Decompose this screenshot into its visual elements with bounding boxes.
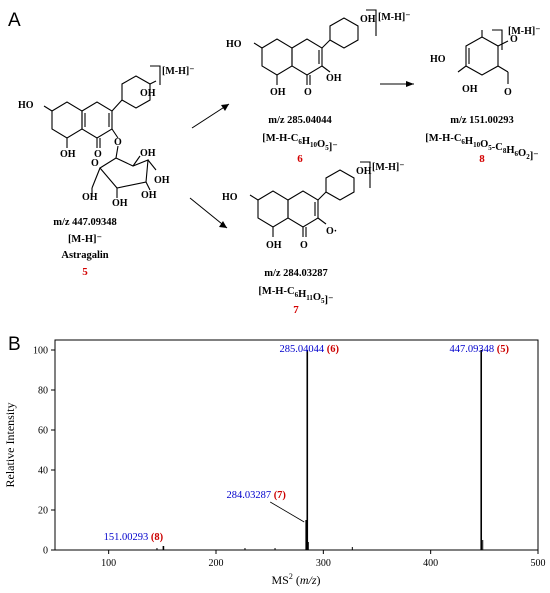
x-tick-label: 100 (101, 558, 116, 569)
x-tick-label: 500 (531, 558, 546, 569)
compound-7-number: 7 (293, 304, 299, 316)
compound-8-formula: [M-H-C6H10O5-C8H6O2]⁻ (425, 133, 538, 162)
ion-bracket (366, 9, 377, 36)
atom-ho: HO (226, 39, 242, 50)
atom-oh: OH (326, 73, 342, 84)
y-tick-label: 100 (33, 346, 48, 357)
peak-label: 447.09348 (5) (449, 344, 509, 355)
atom-ho: HO (222, 192, 238, 203)
atom-oh: OH (266, 240, 282, 251)
peak-label: 284.03287 (7) (226, 490, 286, 501)
arrow-5-to-7 (189, 197, 228, 229)
atom-oh: OH (140, 148, 156, 159)
atom-oh: OH (140, 88, 156, 99)
ion-tag: [M-H]⁻ (162, 66, 195, 77)
ion-bracket (360, 161, 371, 188)
compound-5-formula: [M-H]⁻ (68, 234, 102, 245)
compound-7-structure (249, 169, 355, 237)
atom-oh: OH (60, 149, 76, 160)
atom-oh: OH (112, 198, 128, 209)
ion-tag: [M-H]⁻ (508, 26, 541, 37)
x-tick-label: 300 (316, 558, 331, 569)
atom-oh: OH (360, 14, 376, 25)
atom-o: O (304, 87, 312, 98)
atom-o: O (300, 240, 308, 251)
ion-bracket (150, 65, 161, 85)
compound-5-name: Astragalin (61, 250, 108, 261)
compound-6-formula: [M-H-C6H10O5]⁻ (262, 133, 338, 153)
y-tick-label: 40 (38, 466, 48, 477)
compound-7-mz: m/z 284.03287 (264, 268, 328, 279)
atom-o: O (114, 137, 122, 148)
atom-oh: OH (154, 175, 170, 186)
compound-6-mz: m/z 285.04044 (268, 115, 332, 126)
arrow-5-to-6 (191, 103, 230, 129)
plot-frame (54, 339, 539, 551)
atom-oh: OH (82, 192, 98, 203)
atom-ho: HO (430, 54, 446, 65)
atom-oh: OH (141, 190, 157, 201)
compound-8-number: 8 (479, 153, 485, 165)
compound-6-structure (253, 17, 359, 85)
compound-8-structure (457, 30, 509, 84)
x-axis-label: MS2 (m/z) (271, 572, 320, 587)
atom-oh: OH (356, 166, 372, 177)
y-tick-label: 20 (38, 506, 48, 517)
atom-o: O (91, 158, 99, 169)
y-tick-label: 60 (38, 426, 48, 437)
panel-label-a: A (8, 10, 21, 31)
atom-oh: OH (462, 84, 478, 95)
y-tick-label: 80 (38, 386, 48, 397)
peak-label: 151.00293 (8) (104, 532, 164, 543)
leader-line (269, 501, 305, 523)
atom-oh: OH (270, 87, 286, 98)
peak-label: 285.04044 (6) (280, 344, 340, 355)
compound-5-number: 5 (82, 266, 88, 278)
compound-8-mz: m/z 151.00293 (450, 115, 514, 126)
ion-bracket (492, 29, 503, 50)
x-tick-label: 400 (423, 558, 438, 569)
atom-o: O (510, 34, 518, 45)
atom-o-radical: O· (326, 226, 337, 237)
compound-7-formula: [M-H-C6H11O5]⁻ (258, 286, 333, 306)
ion-tag: [M-H]⁻ (378, 12, 411, 23)
panel-label-b: B (8, 334, 21, 355)
ms2-spectrum: 100 200 300 400 500 0 20 40 60 80 100 151.00293 (8… (33, 339, 546, 569)
astragalin-structure (43, 75, 157, 198)
atom-o: O (94, 149, 102, 160)
atom-o: O (504, 87, 512, 98)
compound-5-mz: m/z 447.09348 (53, 217, 117, 228)
ion-tag: [M-H]⁻ (372, 162, 405, 173)
compound-6-number: 6 (297, 153, 303, 165)
y-axis-label: Relative Intensity (3, 403, 17, 488)
y-tick-label: 0 (43, 546, 48, 557)
x-tick-label: 200 (209, 558, 224, 569)
atom-ho: HO (18, 100, 34, 111)
